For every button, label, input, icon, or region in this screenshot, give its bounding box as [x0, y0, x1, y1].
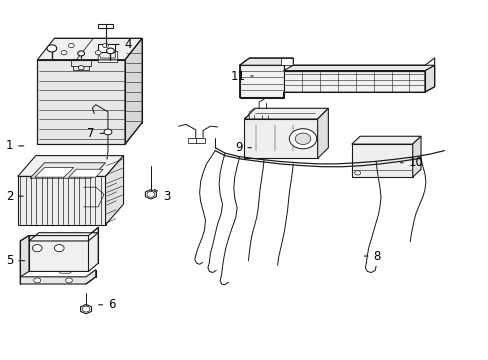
Polygon shape: [351, 136, 420, 144]
Circle shape: [289, 129, 316, 149]
Polygon shape: [244, 119, 317, 158]
Polygon shape: [98, 51, 118, 62]
Circle shape: [295, 133, 310, 144]
Circle shape: [78, 51, 84, 56]
Polygon shape: [20, 270, 96, 284]
Text: 2: 2: [6, 190, 23, 203]
Circle shape: [82, 306, 90, 312]
Polygon shape: [37, 39, 142, 60]
Circle shape: [78, 66, 84, 70]
Polygon shape: [29, 233, 98, 241]
Polygon shape: [239, 65, 283, 98]
Bar: [355, 151, 365, 170]
Polygon shape: [35, 167, 74, 177]
Polygon shape: [317, 108, 328, 158]
Polygon shape: [145, 190, 156, 199]
Polygon shape: [239, 58, 293, 65]
Circle shape: [147, 192, 155, 197]
Text: 11: 11: [230, 69, 253, 82]
Circle shape: [102, 43, 108, 48]
Bar: [188, 138, 198, 143]
Polygon shape: [283, 71, 424, 92]
Text: 3: 3: [154, 189, 170, 203]
Bar: [195, 138, 205, 143]
Bar: [249, 126, 263, 151]
Polygon shape: [244, 108, 328, 119]
Bar: [267, 126, 281, 151]
Polygon shape: [412, 136, 420, 177]
FancyBboxPatch shape: [59, 255, 71, 273]
Circle shape: [68, 43, 74, 48]
Polygon shape: [20, 235, 29, 277]
Bar: [382, 151, 392, 170]
Circle shape: [65, 278, 72, 283]
Polygon shape: [98, 24, 113, 28]
Polygon shape: [69, 169, 103, 177]
Polygon shape: [18, 156, 123, 176]
Polygon shape: [98, 44, 115, 51]
Circle shape: [61, 50, 67, 55]
Polygon shape: [29, 227, 98, 271]
Text: 10: 10: [400, 156, 423, 169]
Circle shape: [32, 244, 42, 252]
Polygon shape: [30, 163, 105, 178]
Bar: [286, 126, 300, 151]
Polygon shape: [281, 58, 293, 65]
Text: 6: 6: [99, 298, 115, 311]
Bar: [368, 151, 378, 170]
Circle shape: [54, 244, 64, 252]
Circle shape: [47, 45, 57, 52]
Circle shape: [104, 129, 112, 135]
Polygon shape: [18, 176, 105, 225]
Polygon shape: [37, 60, 125, 144]
Polygon shape: [81, 305, 91, 314]
Polygon shape: [424, 65, 434, 92]
Circle shape: [34, 278, 41, 283]
Polygon shape: [105, 156, 123, 225]
Circle shape: [95, 50, 101, 55]
Bar: [396, 151, 406, 170]
Polygon shape: [351, 144, 412, 177]
Polygon shape: [283, 65, 434, 71]
Text: 8: 8: [364, 249, 380, 262]
Polygon shape: [125, 39, 142, 144]
Circle shape: [106, 48, 114, 54]
Circle shape: [354, 171, 360, 175]
Text: 7: 7: [87, 127, 104, 140]
Text: 5: 5: [6, 254, 25, 267]
Text: 4: 4: [115, 38, 132, 51]
Text: 9: 9: [234, 141, 251, 154]
Text: 1: 1: [6, 139, 24, 152]
